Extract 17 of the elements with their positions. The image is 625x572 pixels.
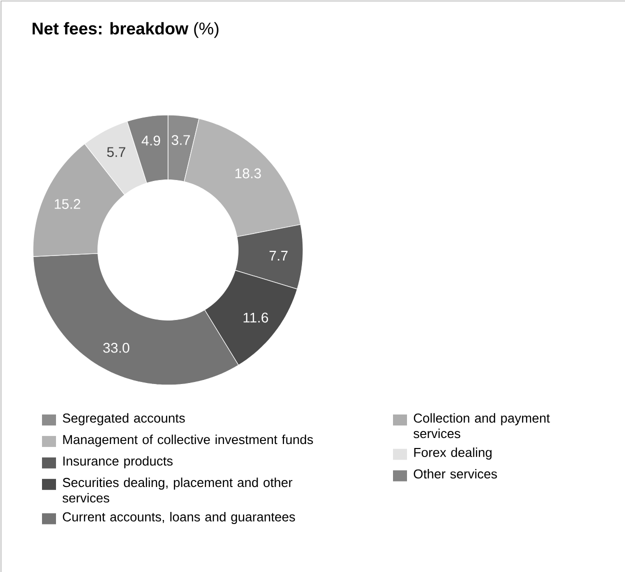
data-label: 33.0	[103, 342, 130, 353]
legend-label: Securities dealing, placement and other services	[62, 478, 292, 503]
data-label: 7.7	[270, 250, 288, 261]
data-label: 18.3	[235, 168, 261, 178]
data-label: 15.2	[54, 199, 80, 209]
chart-title: Net fees: breakdow (%)	[32, 22, 218, 38]
legend-label: Management of collective investment funds	[63, 434, 313, 447]
legend-label: Current accounts, loans and guarantees	[62, 512, 295, 524]
data-label: 11.6	[244, 312, 268, 323]
legend-label: Collection and payment services	[414, 413, 550, 438]
legend-label: Forex dealing	[414, 448, 492, 460]
legend-label: Insurance products	[63, 456, 173, 468]
legend-label: Other services	[414, 469, 497, 479]
data-label: 4.9	[142, 136, 160, 146]
legend-label: Segregated accounts	[62, 413, 185, 426]
data-label: 5.7	[107, 147, 126, 157]
data-label: 3.7	[172, 135, 190, 145]
